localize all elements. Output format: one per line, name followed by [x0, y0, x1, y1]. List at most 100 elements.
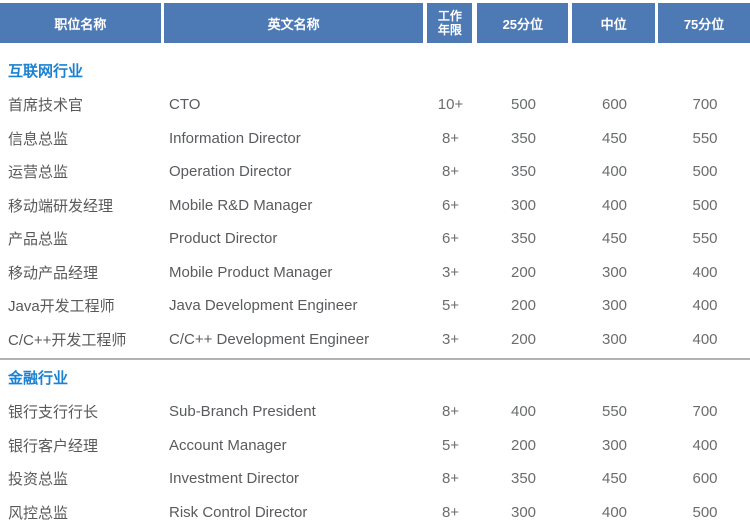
p75-cell: 700	[692, 403, 718, 421]
work-years-cell: 5+	[441, 436, 460, 454]
english-name-cell: Sub-Branch President	[169, 403, 316, 421]
work-years-cell: 8+	[441, 129, 460, 147]
median-cell: 300	[601, 297, 628, 315]
header-25th-percentile: 25分位	[477, 3, 569, 43]
work-years-cell: 8+	[441, 163, 460, 181]
work-years-cell: 8+	[441, 403, 460, 421]
position-name-cell: 产品总监	[8, 231, 69, 249]
work-years-cell: 5+	[441, 297, 460, 315]
p75-cell: 550	[692, 230, 718, 248]
median-cell: 450	[601, 230, 628, 248]
table-row: C/C++开发工程师 C/C++ Development Engineer 3+ 20…	[0, 323, 750, 357]
position-name-cell: 风控总监	[8, 504, 69, 522]
work-years-cell: 8+	[441, 503, 460, 521]
header-gap	[160, 3, 164, 43]
work-years-cell: 8+	[441, 470, 460, 488]
table-row: Java开发工程师 Java Development Engineer 5+ 200 3…	[0, 289, 750, 323]
english-name-cell: Investment Director	[169, 470, 300, 488]
median-cell: 300	[601, 436, 628, 454]
median-cell: 450	[601, 129, 628, 147]
english-name-cell: Account Manager	[169, 436, 287, 454]
p25-cell: 200	[510, 436, 537, 454]
p75-cell: 700	[692, 96, 718, 114]
p25-cell: 350	[510, 230, 537, 248]
header-gap	[423, 3, 428, 43]
p25-cell: 350	[510, 163, 537, 181]
work-years-cell: 3+	[441, 263, 460, 281]
position-name-cell: 移动产品经理	[8, 264, 99, 282]
section-divider	[0, 358, 750, 360]
table-row: 首席技术官 CTO 10+ 500 600 700	[0, 88, 750, 122]
median-cell: 300	[601, 263, 628, 281]
p25-cell: 400	[510, 403, 537, 421]
header-75th-percentile: 75分位	[658, 3, 750, 43]
english-name-cell: Product Director	[169, 230, 278, 248]
table-header-row: 职位名称 英文名称 工作年限 25分位 中位 75分位	[0, 3, 750, 43]
header-english-name: 英文名称	[163, 3, 424, 43]
position-name-cell: 信息总监	[8, 130, 69, 148]
p25-cell: 200	[510, 330, 537, 348]
english-name-cell: Mobile R&D Manager	[169, 196, 313, 214]
header-gap	[568, 3, 573, 43]
english-name-cell: CTO	[169, 96, 201, 114]
header-work-years-label: 工作年限	[437, 9, 462, 37]
table-row: 信息总监 Information Director 8+ 350 450 550	[0, 122, 750, 156]
p75-cell: 400	[692, 263, 718, 281]
p25-cell: 500	[510, 96, 537, 114]
p25-cell: 200	[510, 297, 537, 315]
median-cell: 600	[601, 96, 628, 114]
english-name-cell: Operation Director	[169, 163, 292, 181]
position-name-cell: 银行支行行长	[8, 404, 99, 422]
p25-cell: 350	[510, 129, 537, 147]
header-gap	[655, 3, 659, 43]
table-row: 产品总监 Product Director 6+ 350 450 550	[0, 222, 750, 256]
p75-cell: 400	[692, 330, 718, 348]
section-title: 金融行业	[8, 370, 69, 387]
p75-cell: 400	[692, 297, 718, 315]
english-name-cell: Java Development Engineer	[169, 297, 358, 315]
p75-cell: 550	[692, 129, 718, 147]
median-cell: 550	[601, 403, 628, 421]
english-name-cell: Information Director	[169, 129, 301, 147]
position-name-cell: 银行客户经理	[8, 437, 99, 455]
median-cell: 400	[601, 163, 628, 181]
english-name-cell: C/C++ Development Engineer	[169, 330, 370, 348]
median-cell: 400	[601, 196, 628, 214]
header-gap	[472, 3, 478, 43]
median-cell: 300	[601, 330, 628, 348]
work-years-cell: 3+	[441, 330, 460, 348]
position-name-cell: 首席技术官	[8, 97, 84, 115]
position-name-cell: Java开发工程师	[8, 298, 115, 316]
position-name-cell: 运营总监	[8, 164, 69, 182]
median-cell: 400	[601, 503, 628, 521]
table-row: 银行客户经理 Account Manager 5+ 200 300 400	[0, 429, 750, 463]
median-cell: 450	[601, 470, 628, 488]
table-row: 移动端研发经理 Mobile R&D Manager 6+ 300 400 500	[0, 189, 750, 223]
position-name-cell: C/C++开发工程师	[8, 331, 127, 349]
p75-cell: 500	[692, 503, 718, 521]
p75-cell: 400	[692, 436, 718, 454]
p25-cell: 350	[510, 470, 537, 488]
position-name-cell: 投资总监	[8, 471, 69, 489]
p75-cell: 500	[692, 163, 718, 181]
table-row: 运营总监 Operation Director 8+ 350 400 500	[0, 155, 750, 189]
section-title: 互联网行业	[8, 63, 84, 80]
p25-cell: 300	[510, 196, 537, 214]
work-years-cell: 10+	[437, 96, 464, 114]
english-name-cell: Risk Control Director	[169, 503, 308, 521]
work-years-cell: 6+	[441, 196, 460, 214]
p75-cell: 500	[692, 196, 718, 214]
position-name-cell: 移动端研发经理	[8, 197, 114, 215]
header-work-years: 工作年限	[427, 3, 473, 43]
work-years-cell: 6+	[441, 230, 460, 248]
p75-cell: 600	[692, 470, 718, 488]
table-body: 互联网行业首席技术官 CTO 10+ 500 600 700 信息总监 Information…	[0, 43, 750, 529]
p25-cell: 300	[510, 503, 537, 521]
p25-cell: 200	[510, 263, 537, 281]
header-position-name: 职位名称	[0, 3, 161, 43]
table-row: 银行支行行长 Sub-Branch President 8+ 400 550 700	[0, 395, 750, 429]
table-row: 风控总监 Risk Control Director 8+ 300 400 500	[0, 496, 750, 529]
header-median: 中位	[572, 3, 656, 43]
english-name-cell: Mobile Product Manager	[169, 263, 333, 281]
